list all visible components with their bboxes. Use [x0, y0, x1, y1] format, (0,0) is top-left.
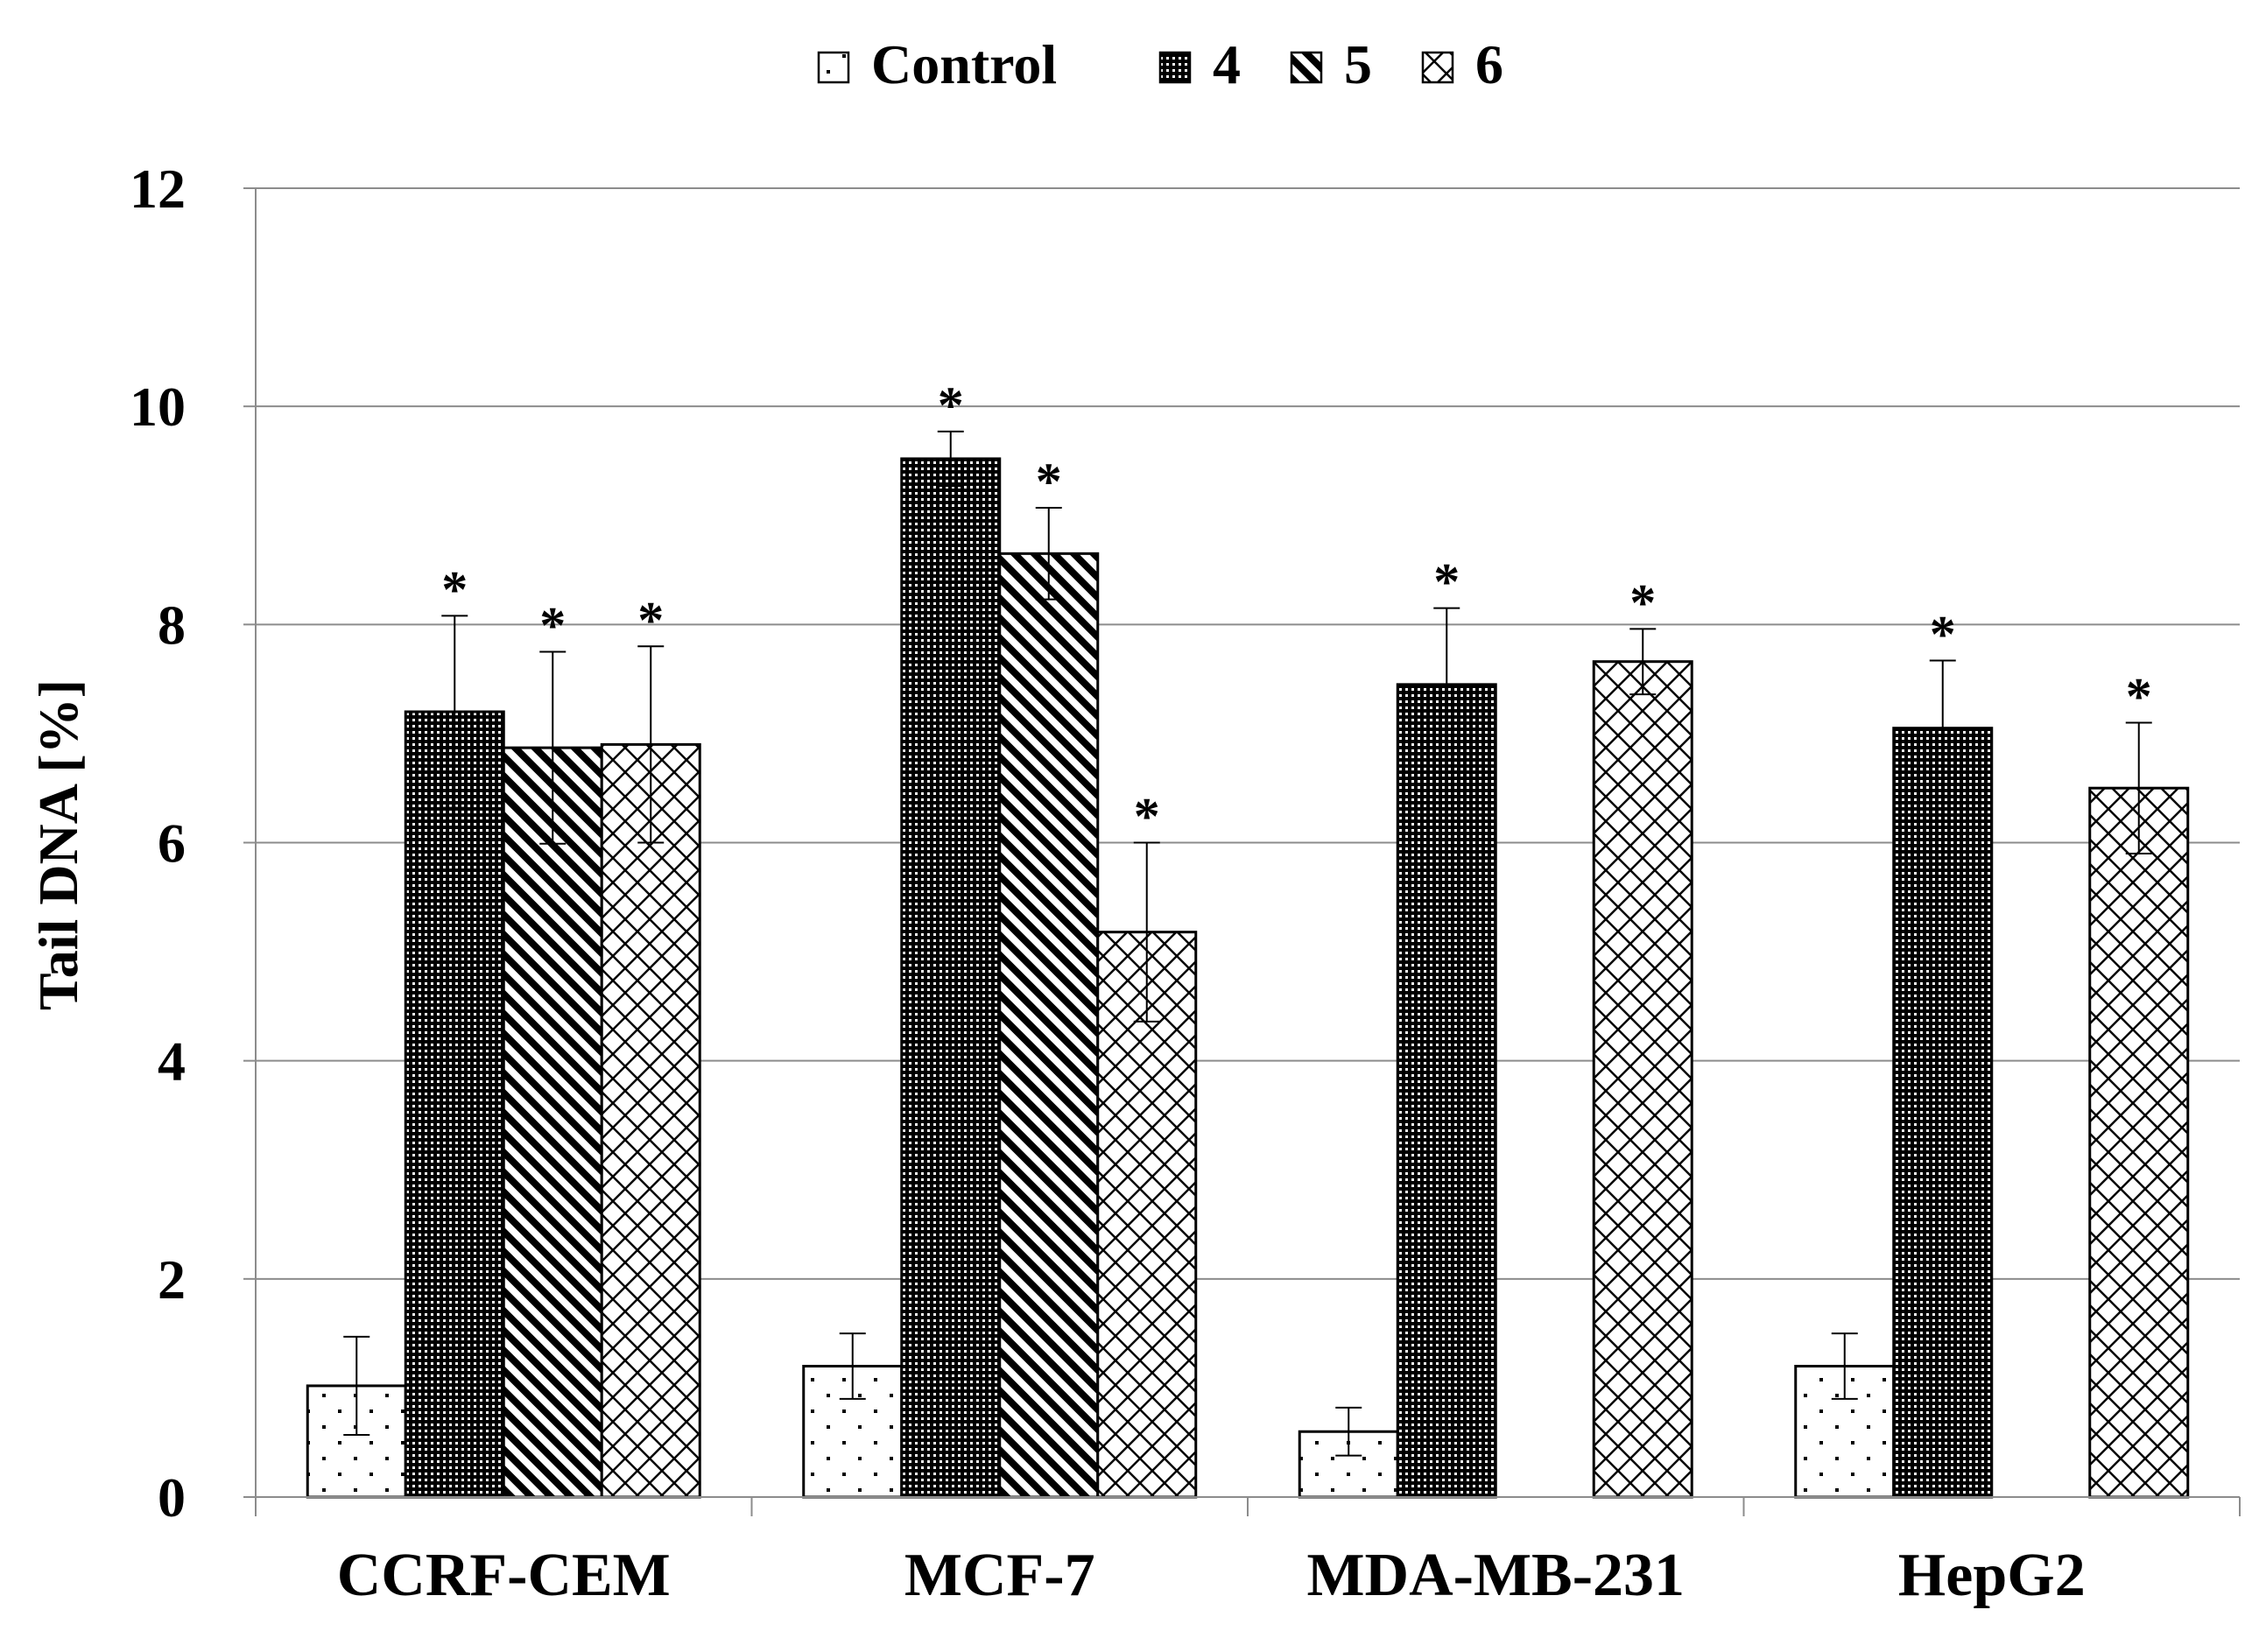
bar-ccrf-cem-series-4	[404, 710, 505, 1499]
legend-item-6: 6	[1421, 33, 1503, 95]
x-category-label: CCRF-CEM	[337, 1542, 671, 1609]
legend-item-control: Control	[817, 33, 1057, 95]
error-bars	[343, 430, 2152, 1457]
legend-swatch-5	[1290, 51, 1323, 84]
legend-label-4: 4	[1213, 33, 1241, 95]
y-tick-label: 0	[158, 1466, 186, 1529]
significance-marker: *	[1433, 553, 1460, 611]
significance-marker: *	[938, 376, 964, 434]
y-tick-label: 2	[158, 1248, 186, 1311]
bar-mcf-7-series-6	[1096, 931, 1198, 1499]
y-tick-label: 8	[158, 594, 186, 656]
significance-marker: *	[441, 560, 468, 618]
x-category-label: MCF-7	[904, 1542, 1095, 1609]
bar-mda-mb-231-series-4	[1396, 683, 1497, 1499]
y-tick-label: 10	[130, 376, 186, 438]
significance-marker: *	[539, 596, 566, 654]
legend-label-control: Control	[871, 33, 1057, 95]
bar-mda-mb-231-series-6	[1592, 660, 1693, 1499]
bar-mcf-7-series-5	[998, 552, 1100, 1499]
significance-marker: *	[1036, 453, 1062, 510]
legend-label-6: 6	[1475, 33, 1503, 95]
significance-marker: *	[1930, 605, 1956, 663]
significance-marker: *	[637, 591, 664, 649]
legend-label-5: 5	[1344, 33, 1372, 95]
legend-swatch-6	[1421, 51, 1454, 84]
y-axis-ticks: 0 2 4 6 8 10 12	[130, 158, 256, 1529]
significance-marker: *	[2126, 667, 2152, 725]
legend-swatch-4	[1158, 51, 1192, 84]
bar-mcf-7-series-4	[900, 457, 1002, 1499]
significance-marker: *	[1629, 573, 1656, 631]
y-tick-label: 12	[130, 158, 186, 220]
bar-hepg2-series-6	[2088, 786, 2190, 1499]
significance-markers: * * * * * * * * * *	[441, 376, 2152, 846]
x-category-label: MDA-MB-231	[1306, 1542, 1685, 1609]
x-category-label: HepG2	[1898, 1542, 2086, 1609]
bar-hepg2-series-4	[1892, 727, 1994, 1499]
category-labels: CCRF-CEM MCF-7 MDA-MB-231 HepG2	[337, 1542, 2086, 1609]
legend-swatch-control	[817, 51, 850, 84]
legend: Control 4 5 6	[817, 33, 1503, 95]
y-axis-title: Tail DNA [%]	[27, 679, 89, 1010]
y-tick-label: 6	[158, 812, 186, 875]
axes	[255, 188, 2241, 1516]
legend-item-4: 4	[1158, 33, 1241, 95]
legend-item-5: 5	[1290, 33, 1372, 95]
significance-marker: *	[1134, 788, 1160, 846]
bars	[306, 457, 2190, 1499]
y-tick-label: 4	[158, 1030, 186, 1093]
bar-ccrf-cem-series-6	[600, 742, 701, 1499]
bar-ccrf-cem-series-5	[502, 746, 603, 1499]
